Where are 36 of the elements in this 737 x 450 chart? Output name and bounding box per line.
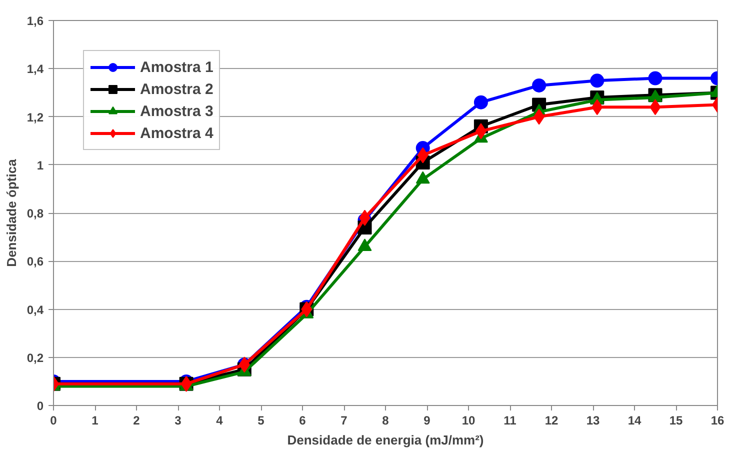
x-tick-label: 1 [92, 414, 99, 428]
x-tick-label: 10 [462, 414, 476, 428]
x-tick-label: 5 [258, 414, 265, 428]
x-tick-label: 11 [504, 414, 517, 428]
x-tick-label: 6 [299, 414, 306, 428]
y-tick-label: 1,6 [26, 14, 44, 28]
y-tick-label: 0,6 [26, 254, 44, 269]
point [532, 78, 546, 92]
x-tick-label: 7 [340, 414, 348, 428]
legend-label: Amostra 1 [140, 58, 214, 76]
point [648, 71, 662, 86]
point [474, 95, 488, 110]
y-tick-label: 1,2 [26, 110, 44, 124]
legend-label: Amostra 4 [140, 124, 214, 142]
y-tick-label: 1,4 [26, 62, 44, 76]
x-tick-label: 13 [586, 414, 600, 428]
x-tick-label: 8 [382, 414, 390, 428]
y-tick-label: 0 [36, 399, 44, 413]
y-axis-title: Densidade óptica [4, 158, 19, 267]
x-tick-label: 3 [174, 414, 182, 428]
y-tick-label: 0,8 [26, 206, 44, 220]
legend-label: Amostra 2 [140, 80, 214, 98]
x-tick-label: 4 [216, 414, 224, 428]
x-tick-label: 15 [669, 414, 683, 428]
x-tick-label: 9 [424, 414, 431, 428]
x-tick-label: 16 [710, 414, 724, 428]
x-tick-label: 2 [133, 414, 140, 428]
x-tick-label: 12 [544, 414, 558, 428]
x-tick-label: 14 [628, 414, 642, 428]
point [590, 74, 604, 88]
x-axis-title: Densidade de energia (mJ/mm²) [287, 432, 484, 448]
y-tick-label: 1 [36, 158, 44, 172]
legend-label: Amostra 3 [140, 102, 214, 120]
x-tick-label: 0 [50, 414, 58, 428]
y-tick-label: 0,2 [26, 350, 44, 365]
y-tick-label: 0,4 [26, 302, 44, 317]
